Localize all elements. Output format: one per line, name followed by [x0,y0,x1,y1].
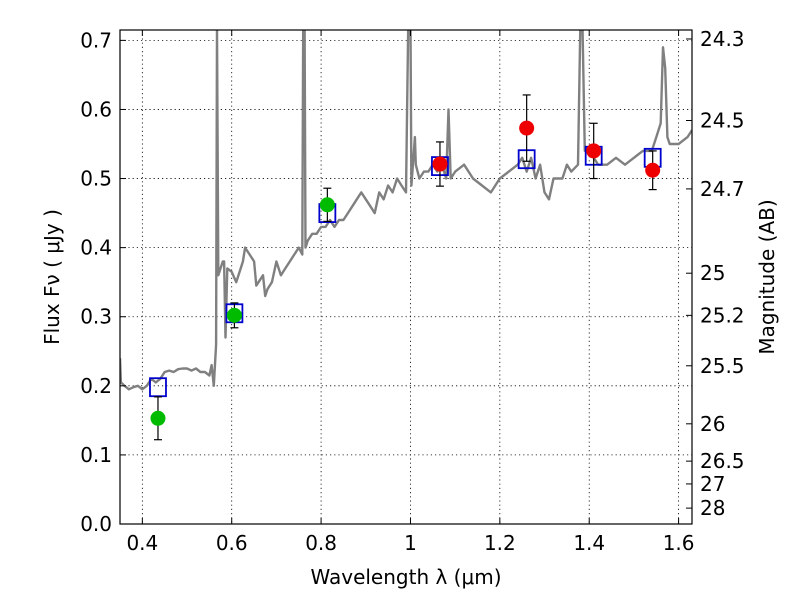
y-axis-title-right: Magnitude (AB) [755,199,779,354]
x-tick-label: 1.4 [573,531,605,555]
x-tick-label: 0.8 [305,531,337,555]
x-axis-title: Wavelength λ (μm) [310,565,501,589]
x-tick-label: 1.2 [484,531,516,555]
green-data-point [150,410,166,426]
right-tick-label: 24.3 [700,27,745,51]
x-tick-label: 0.6 [216,531,248,555]
green-data-point [226,307,242,323]
y-tick-label: 0.5 [80,167,112,191]
right-tick-label: 24.7 [700,177,745,201]
y-tick-label: 0.1 [80,443,112,467]
axis-ticks: 0.4 0.6 0.8 1 1.2 1.4 1.6 0.0 0.1 0.2 0.3 0.4 0.5 0.6… [80,27,744,555]
y-tick-label: 0.4 [80,236,112,260]
right-tick-label: 25 [700,261,725,285]
y-tick-label: 0.0 [80,512,112,536]
model-square-point [149,377,167,398]
red-data-point [645,162,661,178]
plot-area [120,30,692,391]
x-tick-label: 1.6 [663,531,695,555]
right-tick-label: 26 [700,412,725,436]
red-data-point [519,120,535,136]
right-tick-label: 28 [700,496,725,520]
x-tick-label: 1 [404,531,417,555]
green-data-point [319,197,335,213]
right-tick-label: 25.5 [700,354,745,378]
right-tick-label: 26.5 [700,449,745,473]
y-tick-label: 0.7 [80,28,112,52]
y-tick-label: 0.6 [80,97,112,121]
spectrum-line [120,30,692,391]
y-axis-title-left: Flux Fν ( μJy ) [40,209,64,345]
red-data-point [432,156,448,172]
right-tick-label: 24.5 [700,109,745,133]
axes-frame [119,29,693,525]
right-tick-label: 25.2 [700,303,745,327]
y-tick-label: 0.3 [80,305,112,329]
right-tick-label: 27 [700,472,725,496]
data-markers [149,94,662,441]
x-tick-label: 0.4 [126,531,158,555]
y-tick-label: 0.2 [80,374,112,398]
red-data-point [586,143,602,159]
